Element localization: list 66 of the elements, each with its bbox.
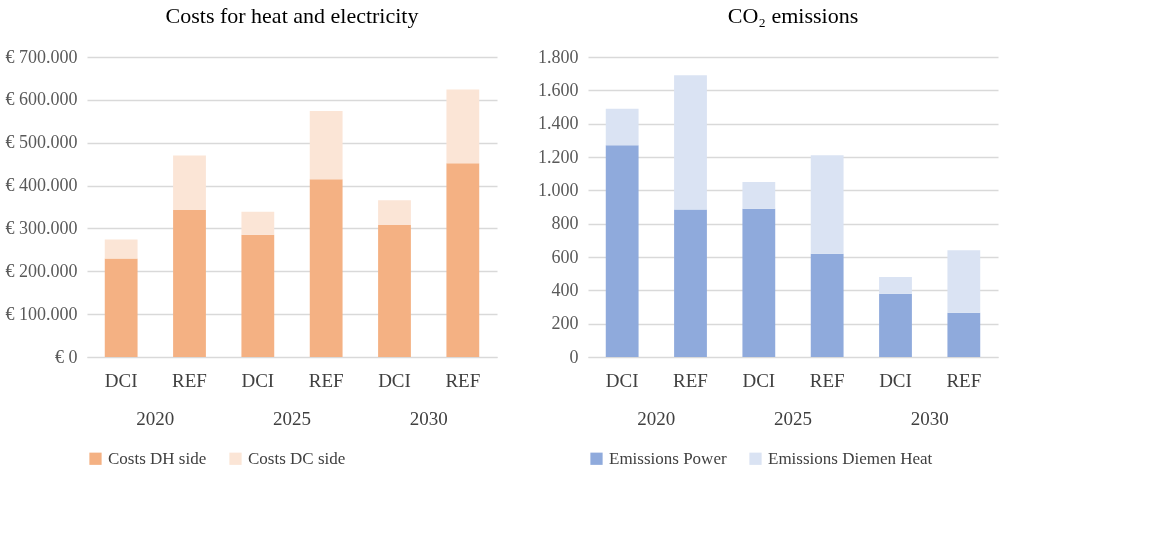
bar (947, 250, 981, 313)
bar (674, 209, 707, 357)
y-tick-label: € 300.000 (5, 217, 78, 238)
y-tick-label: € 200.000 (5, 260, 78, 281)
bar (674, 75, 707, 210)
y-tick-label: € 700.000 (5, 46, 78, 67)
bar (446, 89, 480, 164)
bar (309, 111, 343, 180)
x-tick-label: REF (445, 369, 481, 391)
bar (104, 239, 138, 259)
y-tick-label: € 0 (55, 346, 78, 367)
bar (104, 258, 138, 357)
y-tick-label: € 400.000 (5, 175, 78, 196)
bar (173, 210, 206, 357)
bar (309, 179, 343, 357)
y-tick-label: 200 (551, 313, 579, 334)
bar (810, 155, 844, 254)
y-tick-label: 1.200 (538, 146, 579, 167)
x-tick-label: DCI (605, 369, 639, 391)
bar (879, 277, 912, 294)
bar (241, 234, 275, 357)
text: 2020 (136, 408, 175, 429)
bar (742, 182, 776, 209)
bar (241, 211, 275, 235)
bar (378, 200, 411, 225)
y-tick-label: 1.600 (538, 79, 579, 100)
text: 2030 (409, 408, 448, 429)
legend-label: Costs DC side (248, 448, 346, 468)
bar (378, 225, 411, 357)
legend-label: Emissions Diemen Heat (768, 448, 933, 468)
y-tick-label: 800 (551, 213, 579, 234)
bar (810, 253, 844, 357)
x-tick-label: DCI (742, 369, 776, 391)
bar (446, 163, 480, 357)
text: 2025 (273, 408, 311, 429)
y-tick-label: 1.000 (538, 179, 579, 200)
x-tick-label: REF (308, 369, 344, 391)
bar (605, 145, 639, 357)
y-tick-label: 600 (551, 246, 579, 267)
bar (605, 108, 639, 146)
bar (173, 155, 206, 210)
text: 2025 (774, 408, 812, 429)
chart-title: CO₂ emissions (727, 3, 859, 28)
x-tick-label: REF (673, 369, 708, 391)
text: 2020 (637, 408, 676, 429)
y-tick-label: € 600.000 (5, 89, 78, 110)
bar (742, 208, 776, 357)
x-tick-label: REF (946, 369, 982, 391)
x-tick-label: DCI (378, 369, 411, 391)
x-tick-label: REF (809, 369, 845, 391)
y-tick-label: 1.400 (538, 113, 579, 134)
bar (947, 312, 981, 357)
x-tick-label: DCI (879, 369, 912, 391)
chart-title: Costs for heat and electricity (165, 3, 419, 28)
y-tick-label: 400 (551, 279, 579, 300)
text: 2030 (910, 408, 949, 429)
x-tick-label: DCI (104, 369, 138, 391)
y-tick-label: 1.800 (538, 46, 579, 67)
y-tick-label: € 500.000 (5, 132, 78, 153)
x-tick-label: DCI (241, 369, 275, 391)
bar (879, 293, 912, 357)
y-tick-label: € 100.000 (5, 303, 78, 324)
x-tick-label: REF (172, 369, 207, 391)
y-tick-label: 0 (569, 346, 579, 367)
legend-label: Emissions Power (609, 448, 727, 468)
legend-label: Costs DH side (108, 448, 207, 468)
